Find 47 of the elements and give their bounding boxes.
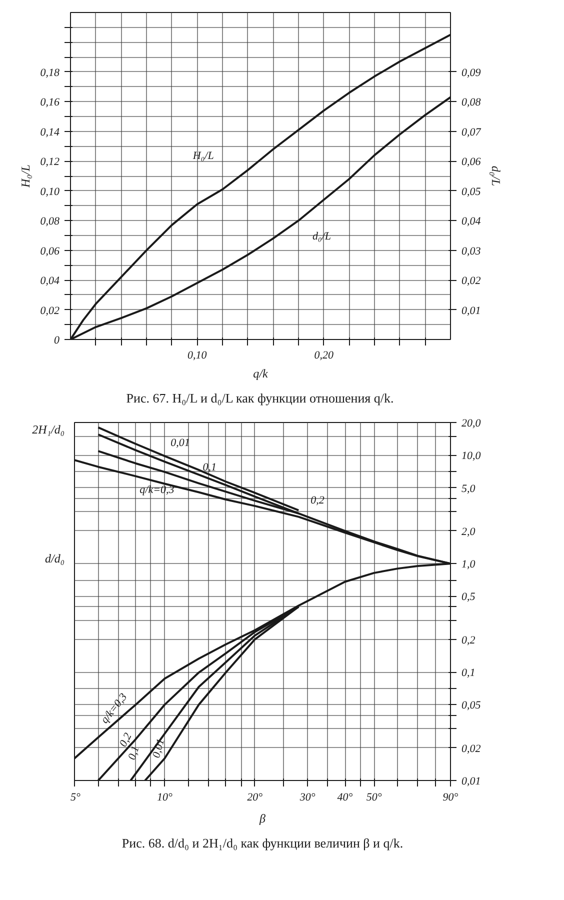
text: d/d₀	[44, 552, 65, 566]
y-tick-label: 2,0	[462, 526, 476, 538]
x-tick-label: 30°	[298, 792, 316, 804]
y-axis-title: H₀/L	[18, 164, 32, 188]
x-tick-label: 50°	[366, 792, 382, 804]
y2-tick-label: 0,03	[462, 245, 482, 258]
y-tick-label: 0,10	[40, 186, 60, 198]
series-label: q/k=0,3	[140, 484, 175, 496]
series-label: d₀/L	[312, 230, 331, 243]
x-tick-label: 90°	[442, 792, 459, 804]
y-tick-label: 10,0	[462, 450, 482, 462]
y-tick-label: 0,02	[462, 742, 482, 755]
x-tick-label: 0,20	[314, 350, 334, 362]
y-tick-label: 5,0	[462, 482, 476, 495]
text: 0,1	[126, 744, 142, 762]
x-axis-title: q/k	[253, 366, 269, 380]
x-axis-title: β	[258, 812, 266, 826]
series-label: 0,2	[310, 494, 325, 506]
y-tick-label: 0,02	[40, 304, 60, 317]
y-tick-label: 0,18	[40, 66, 60, 79]
y2-axis-title: d₀/L	[488, 166, 503, 186]
x-tick-label: 20°	[247, 792, 264, 804]
text: Рис. 68. d/d₀ и 2H₁/d₀ как функции величин β и q/k.	[122, 836, 404, 850]
y-axis-title: 2H₁/d₀	[32, 422, 64, 436]
y-tick-label: 0,1	[462, 667, 476, 680]
y2-tick-label: 0,09	[462, 66, 482, 79]
text: Рис. 67. H₀/L и d₀/L как функции отношения q/k.	[126, 390, 394, 406]
x-tick-label: 5°	[70, 792, 81, 804]
y2-tick-label: 0,07	[462, 126, 482, 138]
y-tick-label: 20,0	[462, 418, 482, 430]
y-tick-label: 0,04	[40, 275, 60, 288]
y-tick-label: 0	[54, 334, 60, 346]
y-tick-label: 0,5	[462, 591, 476, 604]
text: H₀/L	[192, 150, 214, 162]
y-tick-label: 0,16	[40, 96, 60, 109]
y-tick-label: 1,0	[462, 558, 476, 571]
y-tick-label: 0,14	[40, 126, 60, 138]
y-tick-label: 0,12	[40, 156, 60, 168]
y-tick-label: 0,01	[462, 776, 481, 788]
y-tick-label: 0,08	[40, 216, 60, 228]
series-label: 0,01	[170, 437, 190, 450]
x-tick-label: 10°	[156, 792, 173, 804]
y-tick-label: 0,2	[462, 634, 476, 646]
y-tick-label: 0,06	[40, 245, 60, 258]
y-tick-label: 0,05	[462, 700, 482, 712]
series-label: 0,1	[202, 462, 217, 474]
x-tick-label: 40°	[337, 792, 354, 804]
